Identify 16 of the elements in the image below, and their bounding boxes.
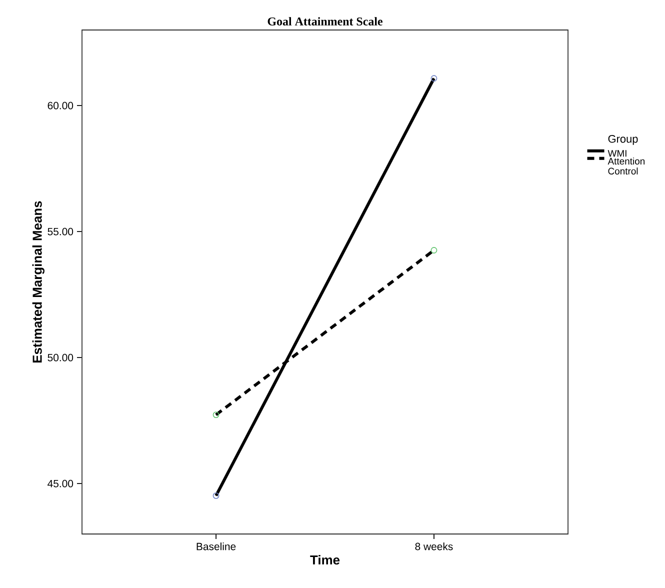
y-tick-label: 50.00 <box>48 354 74 362</box>
point <box>430 247 438 254</box>
legend-title: Group <box>608 134 638 145</box>
legend-label: Attention Control <box>608 158 645 175</box>
y-tick-label: 60.00 <box>48 102 74 110</box>
legend-label: WMI <box>608 150 626 157</box>
x-tick-label: 8 weeks <box>415 542 453 550</box>
y-axis-title: Estimated Marginal Means <box>32 201 44 362</box>
point <box>212 492 220 499</box>
x-axis-title: Time <box>310 555 340 565</box>
x-tick-label: Baseline <box>196 542 236 550</box>
y-tick-label: 55.00 <box>48 228 74 236</box>
point <box>212 412 220 418</box>
y-tick-label: 45.00 <box>48 480 74 488</box>
chart-title: Goal Attainment Scale <box>268 17 382 26</box>
point <box>430 75 438 82</box>
